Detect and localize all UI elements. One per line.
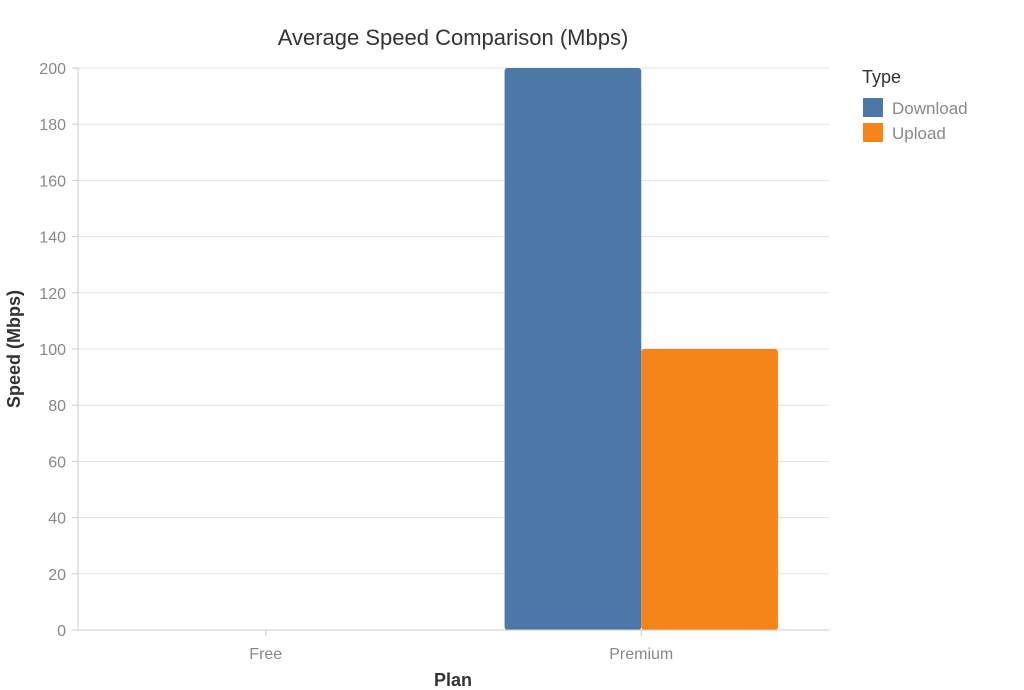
y-tick-label: 200 xyxy=(39,61,66,78)
y-tick-label: 180 xyxy=(39,117,66,134)
chart-title: Average Speed Comparison (Mbps) xyxy=(278,25,629,50)
y-tick-label: 80 xyxy=(48,398,66,415)
y-axis-title: Speed (Mbps) xyxy=(4,290,24,408)
gridlines xyxy=(78,67,829,575)
legend-label-upload: Upload xyxy=(892,124,946,143)
x-axis-ticks: Free Premium xyxy=(249,630,673,663)
y-tick-label: 120 xyxy=(39,286,66,303)
legend-title: Type xyxy=(862,67,901,87)
bar-download-premium xyxy=(504,68,642,630)
x-axis-title: Plan xyxy=(434,670,472,690)
y-tick-label: 20 xyxy=(48,567,66,584)
legend-label-download: Download xyxy=(892,99,968,118)
legend-items: Download Upload xyxy=(863,98,968,143)
y-tick-label: 60 xyxy=(48,454,66,471)
legend: Type Download Upload xyxy=(862,67,968,143)
bars xyxy=(504,68,778,630)
y-axis-ticks: 0 20 40 60 80 100 120 140 160 180 200 xyxy=(39,61,78,640)
y-tick-label: 0 xyxy=(57,623,66,640)
x-tick-label: Free xyxy=(249,646,282,663)
y-tick-label: 140 xyxy=(39,230,66,247)
y-tick-label: 100 xyxy=(39,342,66,359)
axes xyxy=(77,68,829,631)
x-tick-label: Premium xyxy=(609,646,673,663)
legend-swatch-upload xyxy=(863,123,883,142)
bar-upload-premium xyxy=(641,349,778,630)
y-tick-label: 160 xyxy=(39,173,66,190)
legend-swatch-download xyxy=(863,98,883,117)
y-tick-label: 40 xyxy=(48,511,66,528)
